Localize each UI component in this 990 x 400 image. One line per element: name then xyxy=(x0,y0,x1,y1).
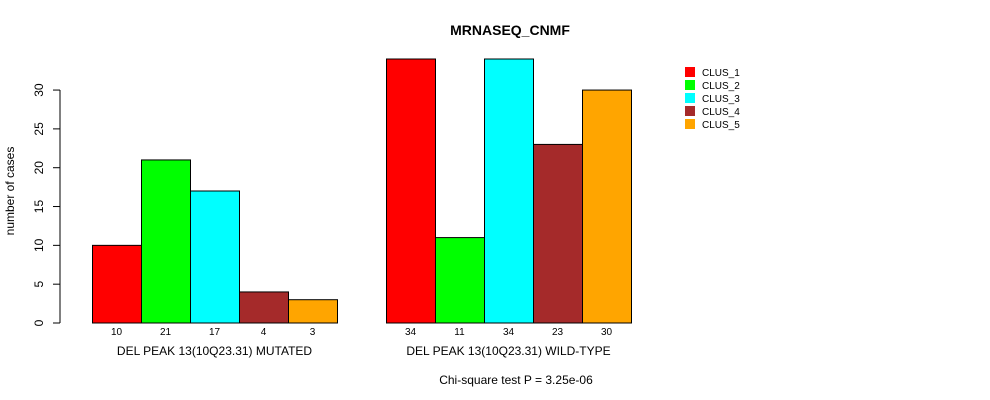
bar-clus-5-group-1 xyxy=(288,299,338,324)
y-tick-label: 15 xyxy=(32,200,46,214)
bar-value-label: 3 xyxy=(310,327,316,338)
legend-label: CLUS_1 xyxy=(702,68,740,79)
bar-value-label: 34 xyxy=(503,327,515,338)
bar-clus-4-group-1 xyxy=(239,291,289,324)
y-tick-label: 30 xyxy=(32,83,46,97)
bar-value-label: 11 xyxy=(454,327,465,338)
bar-value-label: 10 xyxy=(111,327,123,338)
y-axis: 0 5 10 15 20 25 30 xyxy=(32,83,61,326)
bar-clus-5-group-2 xyxy=(582,89,632,324)
legend-label: CLUS_5 xyxy=(702,120,740,131)
chi-square-annotation: Chi-square test P = 3.25e-06 xyxy=(439,373,593,387)
legend-swatch xyxy=(685,106,695,116)
y-axis-label: number of cases xyxy=(3,147,17,236)
y-tick-label: 10 xyxy=(32,238,46,252)
y-tick-label: 20 xyxy=(32,161,46,175)
y-tick-label: 5 xyxy=(32,281,46,288)
bar-value-label: 17 xyxy=(209,327,221,338)
bar-value-label: 21 xyxy=(160,327,172,338)
bars xyxy=(92,58,632,324)
bar-clus-2-group-1 xyxy=(141,159,191,324)
legend-swatch xyxy=(685,93,695,103)
y-tick-label: 0 xyxy=(32,319,46,326)
bar-value-label: 23 xyxy=(552,327,564,338)
legend-label: CLUS_2 xyxy=(702,81,740,92)
group-label-2: DEL PEAK 13(10Q23.31) WILD-TYPE xyxy=(406,344,610,358)
bar-value-labels: 10 21 17 4 3 34 11 34 23 30 xyxy=(111,327,613,338)
bar-value-label: 30 xyxy=(601,327,613,338)
bar-value-label: 34 xyxy=(405,327,417,338)
legend-label: CLUS_4 xyxy=(702,107,740,118)
legend: CLUS_1 CLUS_2 CLUS_3 CLUS_4 CLUS_5 xyxy=(685,67,740,131)
bar-clus-2-group-2 xyxy=(435,237,485,324)
y-tick-label: 25 xyxy=(32,122,46,136)
bar-clus-1-group-2 xyxy=(386,58,436,324)
bar-value-label: 4 xyxy=(261,327,267,338)
bar-clus-3-group-1 xyxy=(190,190,240,324)
bar-clus-1-group-1 xyxy=(92,244,142,324)
legend-swatch xyxy=(685,67,695,77)
legend-swatch xyxy=(685,80,695,90)
legend-swatch xyxy=(685,119,695,129)
chart-title: MRNASEQ_CNMF xyxy=(450,22,570,38)
group-label-1: DEL PEAK 13(10Q23.31) MUTATED xyxy=(117,344,313,358)
legend-label: CLUS_3 xyxy=(702,94,740,105)
group-labels: DEL PEAK 13(10Q23.31) MUTATED DEL PEAK 13… xyxy=(117,344,611,358)
bar-clus-4-group-2 xyxy=(533,143,583,324)
bar-clus-3-group-2 xyxy=(484,58,534,324)
